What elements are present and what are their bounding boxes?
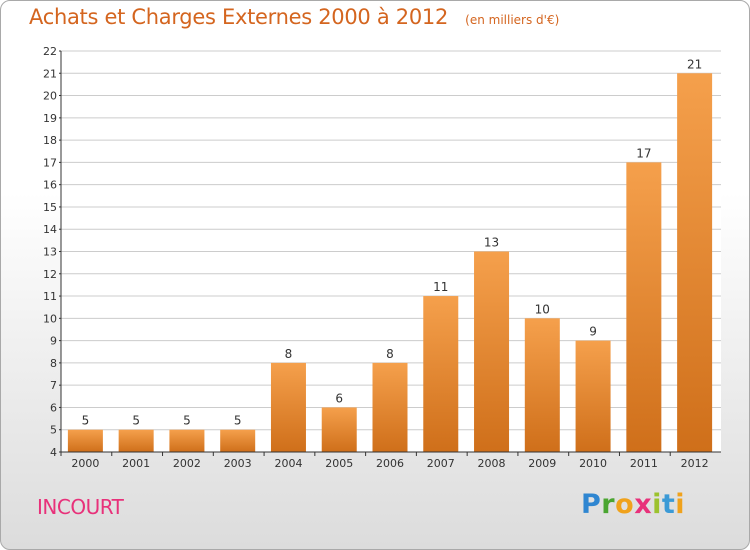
- y-tick-label: 18: [43, 134, 57, 147]
- x-tick-label: 2002: [173, 457, 201, 470]
- data-label: 17: [636, 146, 651, 160]
- y-tick-label: 19: [43, 112, 57, 125]
- bar: [169, 429, 205, 452]
- x-tick-label: 2008: [478, 457, 506, 470]
- bar: [372, 362, 408, 452]
- bar: [474, 251, 510, 452]
- y-tick-label: 6: [50, 401, 57, 414]
- x-tick-label: 2005: [325, 457, 353, 470]
- data-label: 6: [335, 391, 343, 405]
- y-tick-label: 8: [50, 357, 57, 370]
- data-label: 8: [285, 347, 293, 361]
- data-label: 21: [687, 57, 702, 71]
- bar: [677, 73, 713, 453]
- data-label: 9: [589, 325, 597, 339]
- data-label: 10: [535, 302, 550, 316]
- y-tick-label: 21: [43, 67, 57, 80]
- y-tick-label: 22: [43, 45, 57, 58]
- y-tick-label: 12: [43, 268, 57, 281]
- data-label: 5: [132, 414, 140, 428]
- bar: [67, 429, 103, 452]
- town-name: INCOURT: [37, 495, 124, 519]
- data-label: 11: [433, 280, 448, 294]
- x-tick-label: 2012: [681, 457, 709, 470]
- data-label: 13: [484, 236, 499, 250]
- x-tick-label: 2011: [630, 457, 658, 470]
- bar: [220, 429, 256, 452]
- x-tick-label: 2000: [71, 457, 99, 470]
- bar: [524, 318, 560, 452]
- y-tick-label: 14: [43, 223, 57, 236]
- x-tick-label: 2006: [376, 457, 404, 470]
- x-tick-label: 2009: [528, 457, 556, 470]
- y-tick-label: 10: [43, 312, 57, 325]
- bars: 5 5 5 5 8 6 8 11 13 10 9 17 21: [67, 57, 713, 453]
- axes: 4 5 6 7 8 9 10 11 12 13 14 15 16 17 18 19 20 21 22 2000 2001…: [43, 45, 721, 470]
- chart-unit-note: (en milliers d'€): [465, 13, 560, 27]
- data-label: 5: [183, 414, 191, 428]
- y-tick-label: 11: [43, 290, 57, 303]
- chart-title: Achats et Charges Externes 2000 à 2012: [29, 5, 449, 29]
- x-tick-label: 2004: [274, 457, 302, 470]
- y-tick-label: 15: [43, 201, 57, 214]
- y-tick-label: 17: [43, 156, 57, 169]
- data-label: 5: [234, 414, 242, 428]
- x-tick-label: 2007: [427, 457, 455, 470]
- bar: [423, 296, 459, 452]
- data-label: 8: [386, 347, 394, 361]
- bar: [575, 340, 611, 452]
- bar: [626, 162, 662, 452]
- y-tick-label: 7: [50, 379, 57, 392]
- x-tick-label: 2001: [122, 457, 150, 470]
- bar: [270, 362, 306, 452]
- y-tick-label: 20: [43, 90, 57, 103]
- x-tick-label: 2003: [224, 457, 252, 470]
- y-tick-label: 16: [43, 179, 57, 192]
- y-tick-label: 9: [50, 335, 57, 348]
- y-tick-label: 13: [43, 246, 57, 259]
- bar: [321, 407, 357, 452]
- y-tick-label: 4: [50, 446, 57, 459]
- proxiti-logo: Proxiti: [581, 489, 686, 520]
- y-tick-label: 5: [50, 424, 57, 437]
- data-label: 5: [82, 414, 90, 428]
- bar: [118, 429, 154, 452]
- x-tick-label: 2010: [579, 457, 607, 470]
- chart-header: Achats et Charges Externes 2000 à 2012 (…: [29, 5, 559, 29]
